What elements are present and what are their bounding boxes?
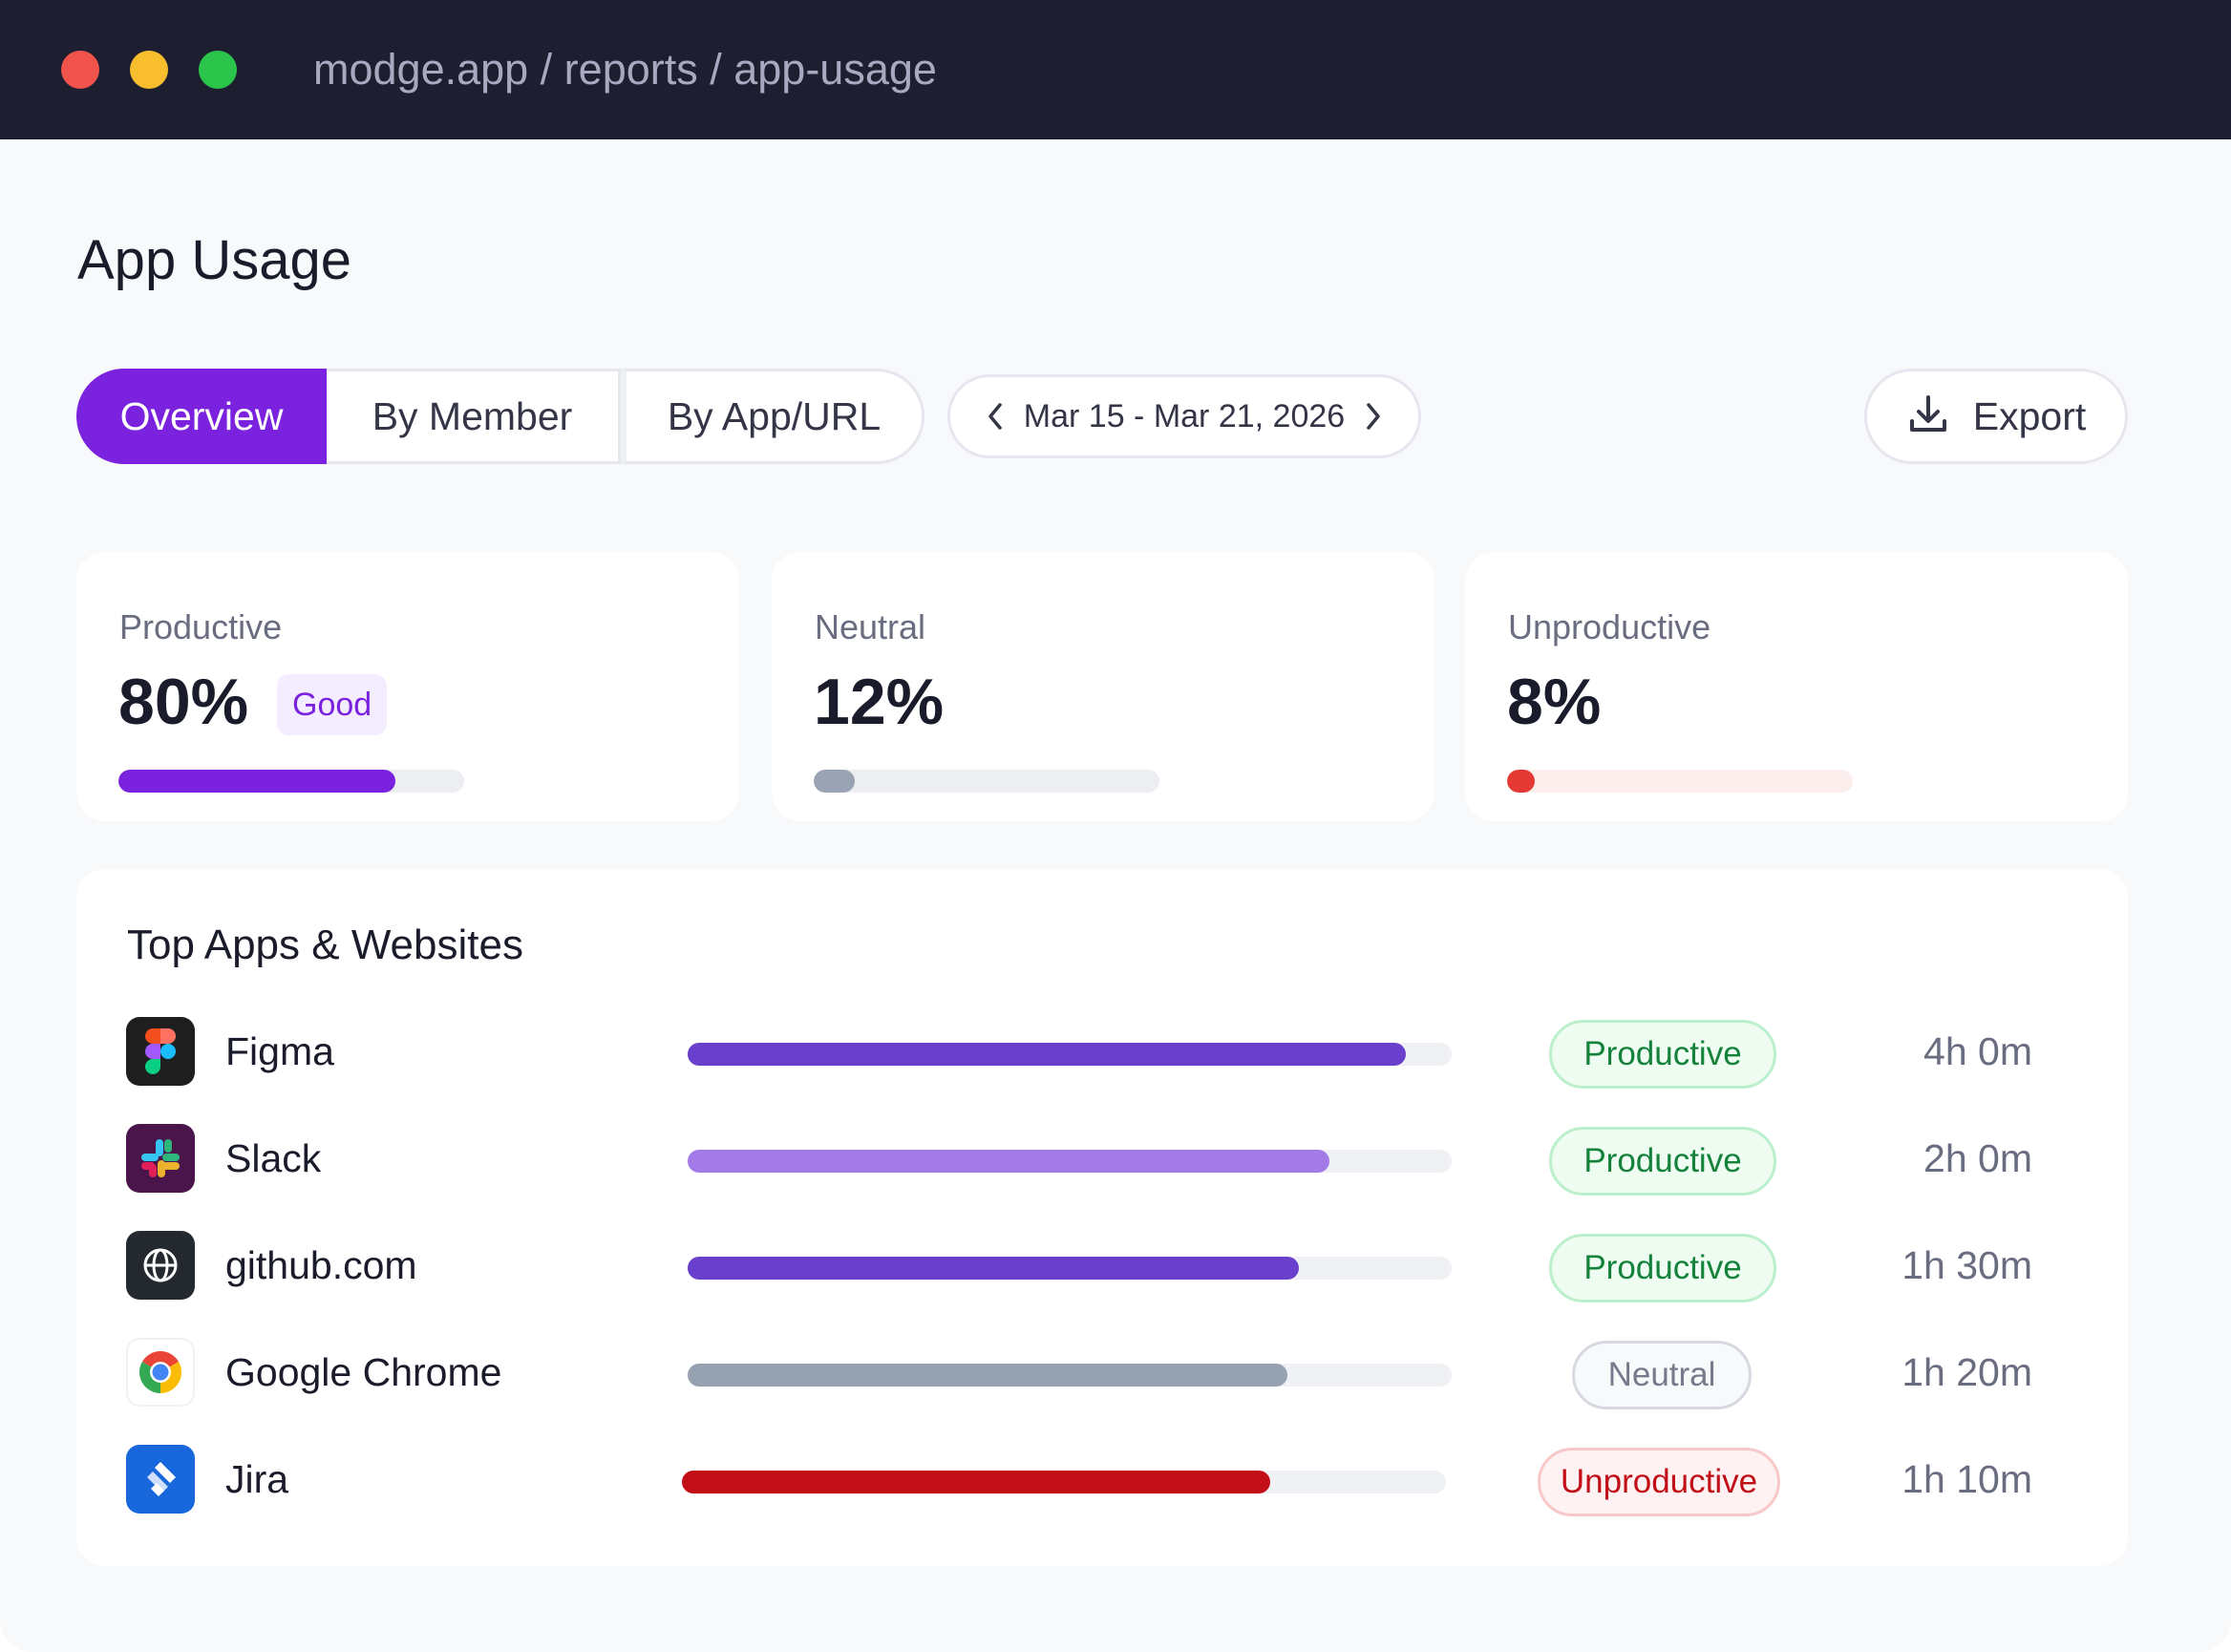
app-name: Jira bbox=[225, 1457, 289, 1501]
chevron-left-icon[interactable] bbox=[983, 397, 1008, 435]
usage-bar-fill bbox=[688, 1043, 1406, 1066]
jira-icon bbox=[126, 1445, 195, 1514]
metric-label: Neutral bbox=[815, 607, 926, 646]
metric-card-productive: Productive 80% Good bbox=[76, 552, 739, 821]
window-minimize-button[interactable] bbox=[130, 51, 168, 89]
date-range-label[interactable]: Mar 15 - Mar 21, 2026 bbox=[1023, 397, 1346, 434]
app-name: Google Chrome bbox=[225, 1350, 502, 1394]
slack-icon bbox=[126, 1124, 195, 1193]
date-range-picker: Mar 15 - Mar 21, 2026 bbox=[947, 374, 1421, 458]
category-badge: Neutral bbox=[1572, 1341, 1752, 1409]
metric-progress-bar bbox=[1507, 770, 1853, 793]
window-titlebar: modge.app / reports / app-usage bbox=[0, 0, 2231, 139]
usage-bar bbox=[688, 1150, 1452, 1173]
window-maximize-button[interactable] bbox=[199, 51, 237, 89]
export-button[interactable]: Export bbox=[1864, 369, 2128, 464]
duration: 4h 0m bbox=[1923, 1029, 2032, 1073]
app-row-jira[interactable]: Jira Unproductive 1h 10m bbox=[76, 1436, 2128, 1522]
view-tabs: Overview By Member By App/URL bbox=[76, 369, 924, 464]
metric-value: 12% bbox=[814, 666, 945, 738]
metric-progress-fill bbox=[118, 770, 395, 793]
app-row-google-chrome[interactable]: Google Chrome Neutral 1h 20m bbox=[76, 1329, 2128, 1415]
duration: 1h 10m bbox=[1902, 1457, 2032, 1501]
category-badge: Productive bbox=[1549, 1020, 1776, 1089]
status-badge: Good bbox=[277, 674, 388, 735]
app-row-figma[interactable]: Figma Productive 4h 0m bbox=[76, 1008, 2128, 1094]
duration: 2h 0m bbox=[1923, 1136, 2032, 1180]
usage-bar bbox=[682, 1471, 1446, 1493]
top-apps-title: Top Apps & Websites bbox=[127, 921, 523, 968]
tab-by-app-url[interactable]: By App/URL bbox=[621, 369, 924, 464]
metric-progress-fill bbox=[1507, 770, 1535, 793]
metric-value: 80% bbox=[118, 666, 249, 738]
metric-label: Productive bbox=[119, 607, 283, 646]
tab-overview[interactable]: Overview bbox=[76, 369, 327, 464]
metric-label: Unproductive bbox=[1508, 607, 1711, 646]
app-name: Figma bbox=[225, 1029, 334, 1073]
usage-bar-fill bbox=[688, 1150, 1329, 1173]
category-badge: Productive bbox=[1549, 1127, 1776, 1196]
window-close-button[interactable] bbox=[61, 51, 99, 89]
usage-bar bbox=[688, 1364, 1452, 1387]
category-badge: Unproductive bbox=[1538, 1448, 1780, 1516]
metric-progress-bar bbox=[814, 770, 1159, 793]
usage-bar-fill bbox=[682, 1471, 1270, 1493]
main-panel: App Usage Overview By Member By App/URL … bbox=[0, 139, 2231, 1652]
metric-progress-fill bbox=[814, 770, 856, 793]
page-title: App Usage bbox=[77, 229, 351, 291]
metric-progress-bar bbox=[118, 770, 464, 793]
usage-bar-fill bbox=[688, 1257, 1299, 1280]
figma-icon bbox=[126, 1017, 195, 1086]
category-badge: Productive bbox=[1549, 1234, 1776, 1303]
globe-icon bbox=[126, 1231, 195, 1300]
chevron-right-icon[interactable] bbox=[1361, 397, 1386, 435]
duration: 1h 20m bbox=[1902, 1350, 2032, 1394]
top-apps-card: Top Apps & Websites Figma Productive 4h … bbox=[76, 869, 2128, 1566]
tab-by-member[interactable]: By Member bbox=[327, 369, 621, 464]
app-name: github.com bbox=[225, 1243, 417, 1287]
export-label: Export bbox=[1972, 393, 2087, 438]
usage-bar bbox=[688, 1257, 1452, 1280]
usage-bar bbox=[688, 1043, 1452, 1066]
duration: 1h 30m bbox=[1902, 1243, 2032, 1287]
app-row-slack[interactable]: Slack Productive 2h 0m bbox=[76, 1115, 2128, 1201]
app-row-github[interactable]: github.com Productive 1h 30m bbox=[76, 1222, 2128, 1308]
usage-bar-fill bbox=[688, 1364, 1287, 1387]
metric-card-neutral: Neutral 12% bbox=[772, 552, 1434, 821]
url-breadcrumb[interactable]: modge.app / reports / app-usage bbox=[313, 45, 937, 94]
download-icon bbox=[1906, 392, 1950, 441]
metric-value: 8% bbox=[1507, 666, 1602, 738]
metric-card-unproductive: Unproductive 8% bbox=[1465, 552, 2128, 821]
app-name: Slack bbox=[225, 1136, 322, 1180]
chrome-icon bbox=[126, 1338, 195, 1407]
